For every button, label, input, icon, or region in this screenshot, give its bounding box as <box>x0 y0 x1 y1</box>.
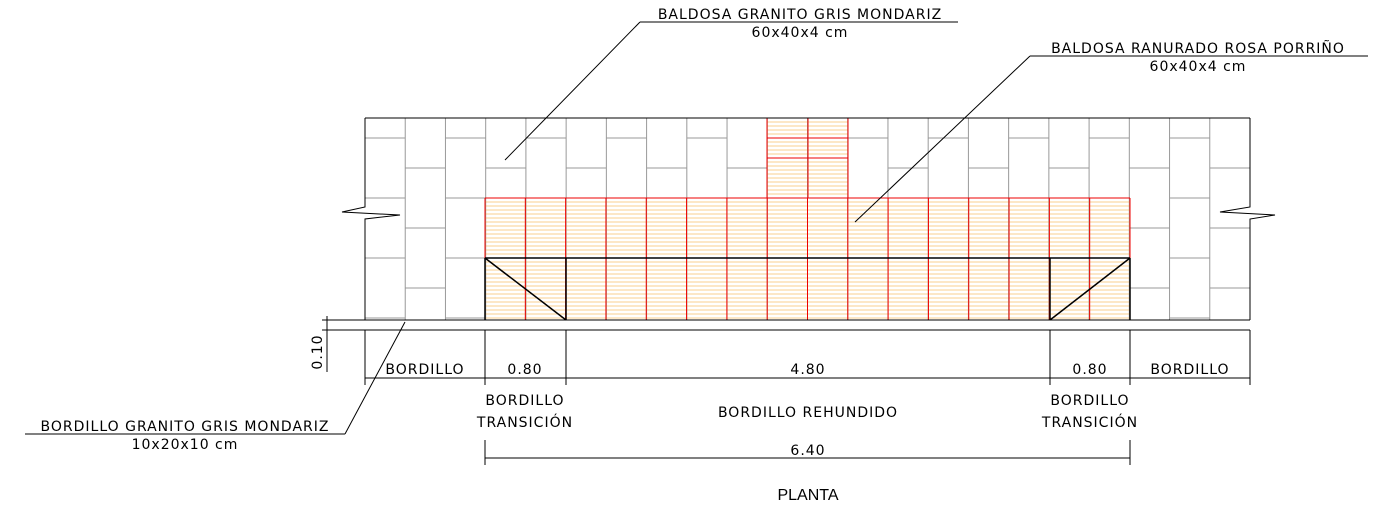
dimension: BORDILLO <box>385 362 464 378</box>
label: BORDILLO GRANITO GRIS MONDARIZ <box>41 419 330 435</box>
paving <box>365 117 1250 320</box>
geometry <box>25 21 1368 465</box>
caption: PLANTA <box>777 487 838 504</box>
dimension: 0.80 <box>507 362 542 378</box>
label: BORDILLO <box>485 393 564 409</box>
label: TRANSICIÓN <box>1041 413 1138 431</box>
label: BORDILLO <box>1050 393 1129 409</box>
dimension: 4.80 <box>790 362 825 378</box>
label: TRANSICIÓN <box>476 413 573 431</box>
label: 10x20x10 cm <box>132 437 239 453</box>
dimension: 0.10 <box>310 334 326 369</box>
label: 60x40x4 cm <box>752 25 849 41</box>
dimension: BORDILLO <box>1150 362 1229 378</box>
label: BALDOSA GRANITO GRIS MONDARIZ <box>658 7 942 23</box>
label: BORDILLO REHUNDIDO <box>718 405 898 421</box>
label: BALDOSA RANURADO ROSA PORRIÑO <box>1051 40 1345 57</box>
dimension: 0.80 <box>1072 362 1107 378</box>
dimension: 6.40 <box>790 443 825 459</box>
label: 60x40x4 cm <box>1150 59 1247 75</box>
